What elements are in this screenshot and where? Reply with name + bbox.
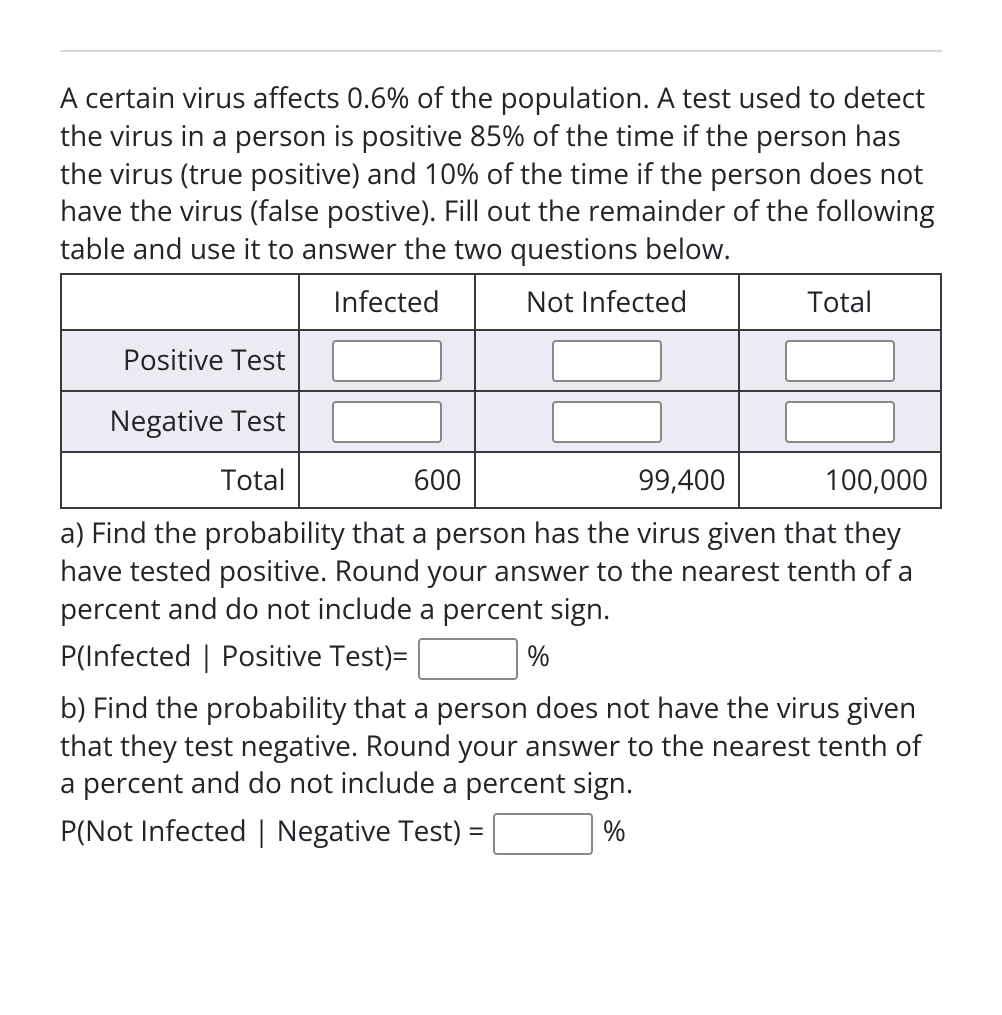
input-answer-b[interactable] [493,813,593,855]
input-neg-infected[interactable] [332,401,442,443]
input-neg-notinfected[interactable] [552,401,662,443]
cell-pos-infected [299,330,475,391]
input-pos-total[interactable] [785,340,895,382]
cell-pos-notinfected [475,330,739,391]
table-row-negative: Negative Test [61,391,941,452]
question-b-equation: P(Not Infected | Negative Test) = % [60,809,942,855]
problem-prompt: A certain virus affects 0.6% of the popu… [60,80,942,269]
question-page: A certain virus affects 0.6% of the popu… [0,0,1002,925]
table-header-row: Infected Not Infected Total [61,274,941,330]
table-header-blank [61,274,299,330]
col-header-total: Total [739,274,941,330]
col-header-not-infected: Not Infected [475,274,739,330]
row-label-positive: Positive Test [61,330,299,391]
question-a-text: a) Find the probability that a person ha… [60,515,942,628]
table-row-total: Total 600 99,400 100,000 [61,452,941,508]
question-b-text: b) Find the probability that a person do… [60,690,942,803]
contingency-table: Infected Not Infected Total Positive Tes… [60,273,942,509]
cell-total-infected: 600 [299,452,475,508]
qa-unit: % [527,637,550,675]
qb-eq-left: P(Not Infected | Negative Test) = [60,812,484,850]
col-header-infected: Infected [299,274,475,330]
question-a-equation: P(Infected | Positive Test)= % [60,634,942,680]
qa-eq-left: P(Infected | Positive Test)= [60,637,408,675]
top-divider [60,50,942,52]
row-label-total: Total [61,452,299,508]
cell-neg-notinfected [475,391,739,452]
input-answer-a[interactable] [418,638,518,680]
row-label-negative: Negative Test [61,391,299,452]
table-row-positive: Positive Test [61,330,941,391]
input-pos-notinfected[interactable] [552,340,662,382]
cell-pos-total [739,330,941,391]
cell-total-notinfected: 99,400 [475,452,739,508]
input-neg-total[interactable] [785,401,895,443]
cell-neg-total [739,391,941,452]
input-pos-infected[interactable] [332,340,442,382]
cell-neg-infected [299,391,475,452]
cell-total-total: 100,000 [739,452,941,508]
qb-unit: % [603,812,626,850]
